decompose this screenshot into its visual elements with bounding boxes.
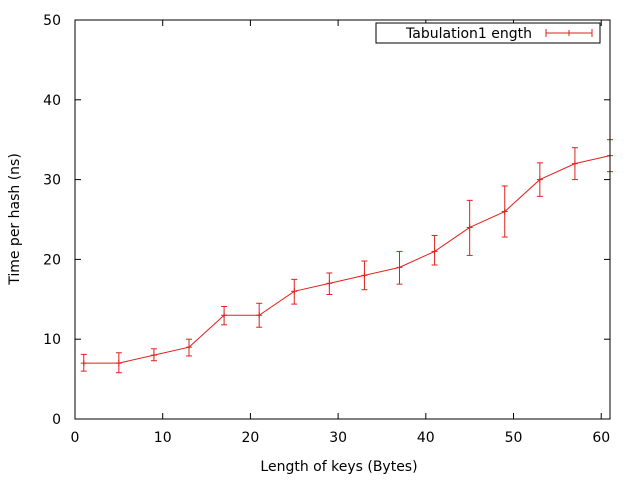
data-point	[256, 302, 263, 328]
y-tick-label: 50	[43, 13, 61, 29]
series-layer	[80, 139, 613, 374]
x-tick-label: 20	[241, 430, 259, 446]
y-tick-label: 0	[52, 412, 61, 428]
y-tick-label: 40	[43, 93, 61, 109]
x-tick-label: 50	[505, 430, 523, 446]
plot-frame	[74, 19, 611, 420]
y-axis-title: Time per hash (ns)	[7, 153, 23, 286]
data-point	[150, 348, 157, 362]
data-point	[431, 234, 438, 266]
y-tick-label: 30	[43, 173, 61, 189]
x-tick-label: 0	[71, 430, 80, 446]
x-tick-label: 60	[592, 430, 610, 446]
data-point	[361, 260, 368, 291]
data-point	[501, 185, 508, 238]
ticks-layer: 0 10 20 30 40 50 60 0 10 20 30 40 50	[43, 13, 610, 446]
data-point	[571, 147, 578, 181]
data-point	[466, 199, 473, 256]
data-point	[326, 272, 333, 296]
legend-box	[375, 22, 601, 44]
x-tick-label: 10	[154, 430, 172, 446]
y-tick-label: 20	[43, 252, 61, 268]
x-tick-label: 40	[417, 430, 435, 446]
data-point	[536, 162, 543, 197]
data-point	[291, 278, 298, 305]
x-tick-label: 30	[329, 430, 347, 446]
legend-sample	[545, 29, 593, 37]
legend-label: Tabulation1 ength	[405, 26, 532, 42]
data-point	[80, 353, 87, 372]
y-tick-label: 10	[43, 332, 61, 348]
legend: Tabulation1 ength	[375, 22, 601, 44]
data-point	[186, 338, 193, 357]
data-point	[115, 352, 122, 374]
data-point	[396, 250, 403, 285]
data-point	[221, 305, 228, 326]
x-axis-title: Length of keys (Bytes)	[260, 459, 417, 475]
series-line	[83, 155, 611, 364]
